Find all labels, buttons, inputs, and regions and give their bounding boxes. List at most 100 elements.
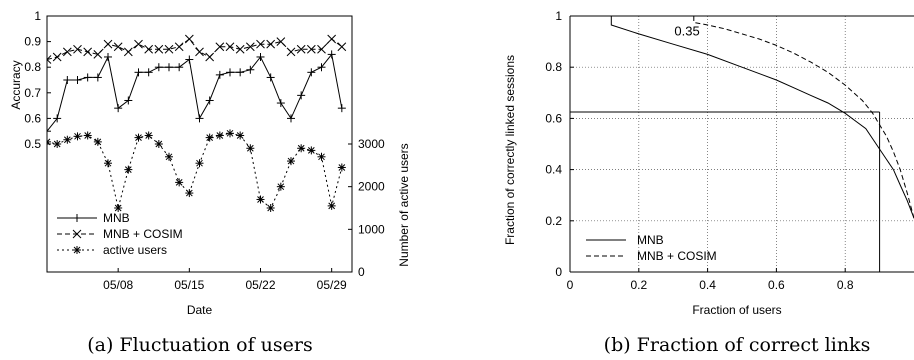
data-point-s2: [144, 44, 154, 54]
series-line-2: [47, 38, 343, 60]
data-point-s2-d2: [225, 42, 235, 52]
data-point-s3: [276, 182, 285, 191]
data-point-s2-d2: [93, 50, 103, 59]
data-point-s2-d2: [47, 55, 52, 61]
data-point-s3: [246, 144, 255, 153]
data-point-s1: [53, 114, 62, 123]
data-point-s1: [276, 99, 285, 108]
data-point-s2-d2: [276, 37, 286, 46]
data-point-s3-d2: [145, 132, 153, 139]
data-point-s3-d2: [226, 129, 234, 137]
y-tick-label-left: 0.7: [24, 86, 41, 100]
data-point-s3: [337, 163, 346, 172]
data-point-s3-d2: [196, 159, 203, 167]
data-point-s2-d2: [103, 39, 113, 49]
data-point-s1: [47, 127, 51, 136]
caption-b: (b) Fraction of correct links: [604, 334, 871, 356]
x-tick-label: 0: [567, 278, 574, 292]
data-point-s2-d2: [235, 44, 245, 54]
data-point-s1: [114, 104, 123, 113]
y-tick-label: 1: [555, 9, 562, 23]
data-point-s3: [47, 137, 51, 146]
data-point-s3-d2: [328, 202, 336, 210]
data-point-s3-d2: [114, 204, 122, 212]
x-axis-label: Fraction of users: [692, 303, 781, 317]
data-point-s3: [215, 131, 224, 140]
data-point-s3: [73, 132, 82, 141]
caption-a: (a) Fluctuation of users: [87, 334, 313, 356]
legend-a-marker-1: [73, 214, 81, 222]
data-point-s2: [83, 47, 93, 57]
data-point-s3-d2: [257, 196, 264, 203]
data-point-s3-d2: [307, 147, 315, 154]
legend-b: MNB MNB + COSIM: [586, 233, 717, 263]
data-point-s2: [205, 52, 215, 62]
data-point-s3-d2: [236, 132, 244, 139]
data-point-s1: [226, 68, 234, 77]
y-tick-label-left: 0.9: [24, 35, 41, 49]
data-point-s3-d2: [124, 166, 132, 173]
data-point-s3: [205, 133, 214, 142]
data-point-s1: [297, 91, 306, 100]
data-point-s2: [337, 42, 347, 52]
data-point-s1: [256, 52, 265, 61]
y-tick-label-right: 2000: [358, 180, 385, 194]
data-point-s1: [154, 63, 163, 72]
data-point-s2-d2: [62, 47, 72, 57]
data-point-s2: [52, 52, 62, 62]
legend-a-marker-2-d2: [72, 229, 82, 239]
data-point-s3-d2: [165, 153, 173, 161]
data-point-s2: [235, 44, 245, 54]
data-point-s3: [154, 140, 163, 148]
data-point-s2-d2: [164, 44, 174, 54]
data-point-s3-d2: [47, 138, 51, 143]
data-point-s3: [307, 146, 316, 155]
data-point-s2: [276, 37, 286, 46]
data-point-s2: [306, 44, 316, 54]
data-point-s1: [266, 73, 275, 82]
data-point-s2: [123, 47, 133, 57]
data-point-s2: [266, 39, 276, 49]
data-point-s3-d1: [47, 141, 51, 146]
data-point-s3: [327, 201, 336, 210]
y-tick-label-left: 0.6: [24, 111, 41, 125]
data-point-s2-d2: [266, 39, 276, 49]
legend-a: MNB MNB + COSIM active users: [57, 211, 183, 257]
data-point-s1: [124, 96, 133, 105]
plot-b-series: [610, 16, 914, 219]
data-point-s1: [337, 104, 346, 113]
series-line-1: [47, 53, 343, 132]
legend-a-marker-2: [72, 229, 82, 239]
data-point-s3-d2: [267, 204, 275, 212]
y-axis-label: Fraction of correctly linked sessions: [503, 55, 517, 245]
data-point-s2: [134, 39, 143, 49]
data-point-s1: [215, 70, 224, 79]
x-tick-label: 05/22: [245, 278, 275, 292]
data-point-s2: [327, 34, 337, 44]
data-point-s3: [175, 178, 184, 187]
data-point-s3: [317, 152, 326, 161]
legend-b-label-1: MNB: [637, 233, 664, 247]
y-tick-label-left: 0.5: [24, 137, 41, 151]
data-point-s2-d2: [195, 47, 204, 57]
data-point-s3-d2: [53, 140, 61, 148]
data-point-s2-d2: [317, 44, 326, 54]
series-curve-2: [693, 16, 914, 219]
data-point-s1: [165, 63, 173, 72]
data-point-s1: [327, 50, 336, 59]
legend-b-label-2: MNB + COSIM: [637, 249, 717, 263]
data-point-s1: [287, 114, 295, 123]
data-point-s3: [165, 152, 173, 161]
y-axis-label-left: Accuracy: [9, 60, 23, 109]
data-point-s2-d2: [205, 52, 215, 62]
legend-a-label-2: MNB + COSIM: [103, 227, 183, 241]
data-point-s1: [246, 65, 255, 74]
data-point-s2: [103, 39, 113, 49]
data-point-s3-d2: [104, 159, 112, 167]
data-point-s2: [245, 42, 255, 52]
y-tick-label: 0: [555, 265, 562, 279]
y-tick-label-right: 0: [358, 265, 365, 279]
y-tick-label-left: 1: [34, 9, 41, 23]
data-point-s3: [236, 131, 245, 140]
